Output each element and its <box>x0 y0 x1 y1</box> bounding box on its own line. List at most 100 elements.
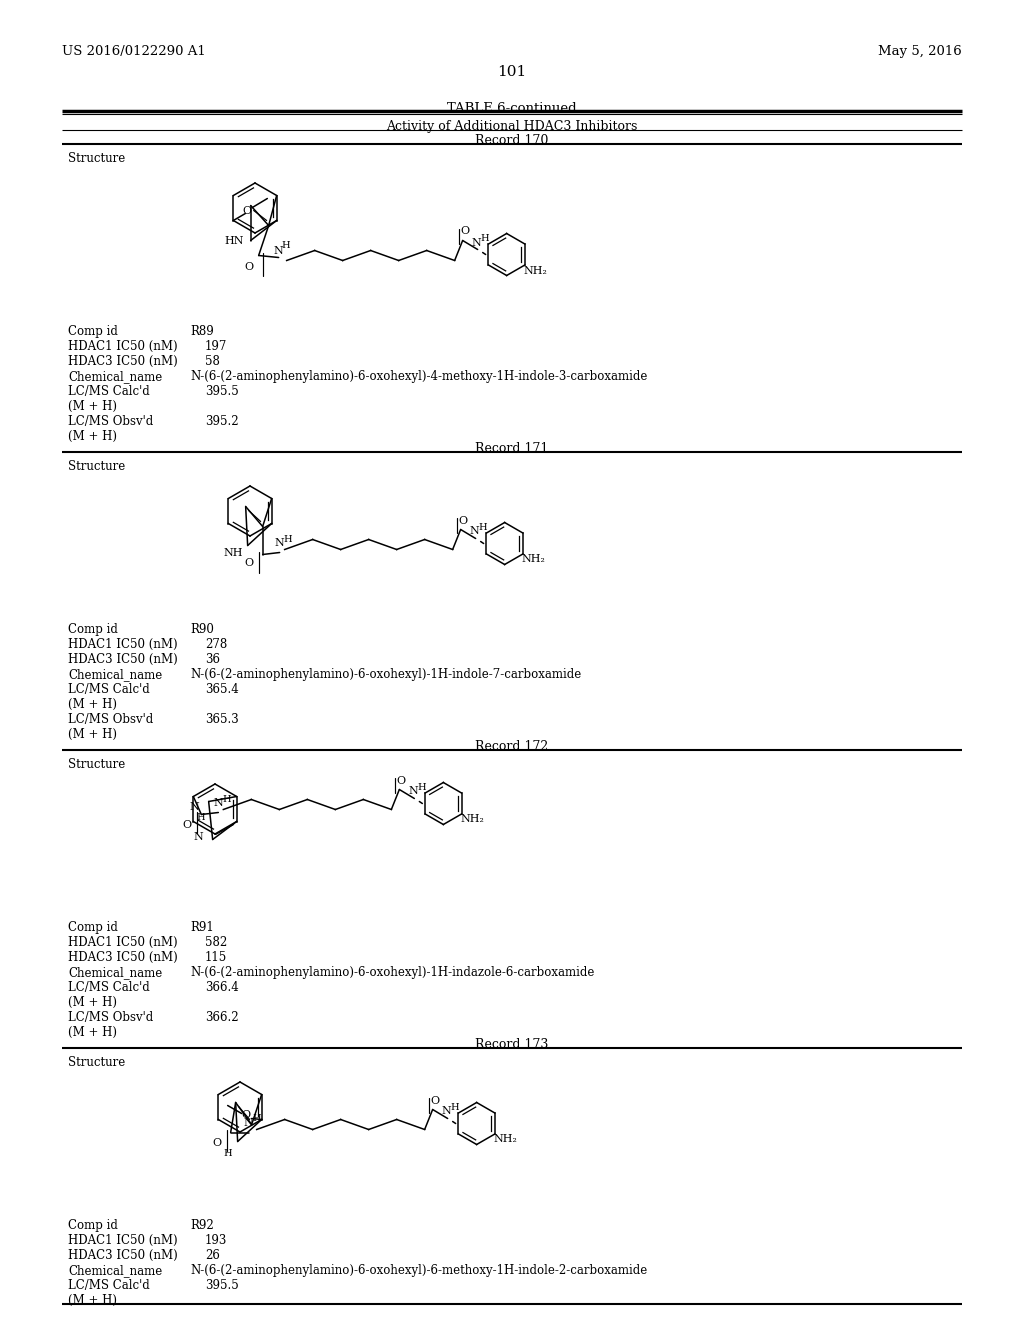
Text: TABLE 6-continued: TABLE 6-continued <box>447 102 577 115</box>
Text: May 5, 2016: May 5, 2016 <box>879 45 962 58</box>
Text: US 2016/0122290 A1: US 2016/0122290 A1 <box>62 45 206 58</box>
Text: R90: R90 <box>190 623 214 636</box>
Text: H: H <box>480 234 489 243</box>
Text: (M + H): (M + H) <box>68 1294 117 1307</box>
Text: 366.4: 366.4 <box>205 981 239 994</box>
Text: Chemical_name: Chemical_name <box>68 668 162 681</box>
Text: O: O <box>241 1110 250 1121</box>
Text: (M + H): (M + H) <box>68 729 117 741</box>
Text: N: N <box>244 1118 254 1127</box>
Text: R92: R92 <box>190 1218 214 1232</box>
Text: Structure: Structure <box>68 758 125 771</box>
Text: N: N <box>273 246 284 256</box>
Text: HDAC1 IC50 (nM): HDAC1 IC50 (nM) <box>68 341 177 352</box>
Text: N-(6-(2-aminophenylamino)-6-oxohexyl)-4-methoxy-1H-indole-3-carboxamide: N-(6-(2-aminophenylamino)-6-oxohexyl)-4-… <box>190 370 647 383</box>
Text: LC/MS Obsv'd: LC/MS Obsv'd <box>68 414 154 428</box>
Text: (M + H): (M + H) <box>68 698 117 711</box>
Text: Structure: Structure <box>68 459 125 473</box>
Text: 365.4: 365.4 <box>205 682 239 696</box>
Text: 395.5: 395.5 <box>205 1279 239 1292</box>
Text: O: O <box>460 227 469 236</box>
Text: O: O <box>243 206 252 215</box>
Text: N-(6-(2-aminophenylamino)-6-oxohexyl)-1H-indole-7-carboxamide: N-(6-(2-aminophenylamino)-6-oxohexyl)-1H… <box>190 668 582 681</box>
Text: N: N <box>441 1106 452 1117</box>
Text: H: H <box>282 242 290 249</box>
Text: H: H <box>252 1114 261 1123</box>
Text: NH: NH <box>224 549 244 558</box>
Text: N: N <box>213 799 223 808</box>
Text: O: O <box>244 263 253 272</box>
Text: N-(6-(2-aminophenylamino)-6-oxohexyl)-1H-indazole-6-carboxamide: N-(6-(2-aminophenylamino)-6-oxohexyl)-1H… <box>190 966 594 979</box>
Text: 395.2: 395.2 <box>205 414 239 428</box>
Text: LC/MS Calc'd: LC/MS Calc'd <box>68 981 150 994</box>
Text: Record 171: Record 171 <box>475 442 549 455</box>
Text: H: H <box>197 813 205 822</box>
Text: HN: HN <box>225 235 245 246</box>
Text: HDAC1 IC50 (nM): HDAC1 IC50 (nM) <box>68 936 177 949</box>
Text: Structure: Structure <box>68 152 125 165</box>
Text: N: N <box>409 787 418 796</box>
Text: Record 173: Record 173 <box>475 1038 549 1051</box>
Text: O: O <box>458 516 467 525</box>
Text: Comp id: Comp id <box>68 325 118 338</box>
Text: 193: 193 <box>205 1234 227 1247</box>
Text: H: H <box>478 523 487 532</box>
Text: LC/MS Obsv'd: LC/MS Obsv'd <box>68 1011 154 1024</box>
Text: LC/MS Calc'd: LC/MS Calc'd <box>68 682 150 696</box>
Text: LC/MS Calc'd: LC/MS Calc'd <box>68 385 150 399</box>
Text: NH₂: NH₂ <box>461 814 484 825</box>
Text: N-(6-(2-aminophenylamino)-6-oxohexyl)-6-methoxy-1H-indole-2-carboxamide: N-(6-(2-aminophenylamino)-6-oxohexyl)-6-… <box>190 1265 647 1276</box>
Text: Comp id: Comp id <box>68 921 118 935</box>
Text: 278: 278 <box>205 638 227 651</box>
Text: 26: 26 <box>205 1249 220 1262</box>
Text: NH₂: NH₂ <box>494 1134 517 1144</box>
Text: Chemical_name: Chemical_name <box>68 370 162 383</box>
Text: (M + H): (M + H) <box>68 430 117 444</box>
Text: 58: 58 <box>205 355 220 368</box>
Text: 395.5: 395.5 <box>205 385 239 399</box>
Text: 115: 115 <box>205 950 227 964</box>
Text: Record 170: Record 170 <box>475 135 549 147</box>
Text: 366.2: 366.2 <box>205 1011 239 1024</box>
Text: (M + H): (M + H) <box>68 997 117 1008</box>
Text: N: N <box>189 801 200 812</box>
Text: 365.3: 365.3 <box>205 713 239 726</box>
Text: Structure: Structure <box>68 1056 125 1069</box>
Text: HDAC3 IC50 (nM): HDAC3 IC50 (nM) <box>68 355 178 368</box>
Text: N: N <box>470 527 479 536</box>
Text: LC/MS Obsv'd: LC/MS Obsv'd <box>68 713 154 726</box>
Text: O: O <box>244 557 253 568</box>
Text: LC/MS Calc'd: LC/MS Calc'd <box>68 1279 150 1292</box>
Text: R89: R89 <box>190 325 214 338</box>
Text: Comp id: Comp id <box>68 623 118 636</box>
Text: Chemical_name: Chemical_name <box>68 966 162 979</box>
Text: 101: 101 <box>498 65 526 79</box>
Text: N: N <box>194 833 204 842</box>
Text: (M + H): (M + H) <box>68 400 117 413</box>
Text: R91: R91 <box>190 921 214 935</box>
Text: HDAC3 IC50 (nM): HDAC3 IC50 (nM) <box>68 653 178 667</box>
Text: H: H <box>417 783 426 792</box>
Text: 197: 197 <box>205 341 227 352</box>
Text: NH₂: NH₂ <box>521 554 546 565</box>
Text: HDAC3 IC50 (nM): HDAC3 IC50 (nM) <box>68 1249 178 1262</box>
Text: N: N <box>274 539 285 549</box>
Text: 36: 36 <box>205 653 220 667</box>
Text: Record 172: Record 172 <box>475 741 549 752</box>
Text: O: O <box>430 1096 439 1106</box>
Text: NH₂: NH₂ <box>523 265 548 276</box>
Text: HDAC1 IC50 (nM): HDAC1 IC50 (nM) <box>68 638 177 651</box>
Text: 582: 582 <box>205 936 227 949</box>
Text: N: N <box>472 238 481 248</box>
Text: H: H <box>222 795 230 804</box>
Text: H: H <box>223 1148 232 1158</box>
Text: HDAC1 IC50 (nM): HDAC1 IC50 (nM) <box>68 1234 177 1247</box>
Text: H: H <box>284 535 292 544</box>
Text: O: O <box>183 820 191 829</box>
Text: Activity of Additional HDAC3 Inhibitors: Activity of Additional HDAC3 Inhibitors <box>386 120 638 133</box>
Text: O: O <box>396 776 406 785</box>
Text: H: H <box>451 1104 459 1111</box>
Text: HDAC3 IC50 (nM): HDAC3 IC50 (nM) <box>68 950 178 964</box>
Text: Comp id: Comp id <box>68 1218 118 1232</box>
Text: Chemical_name: Chemical_name <box>68 1265 162 1276</box>
